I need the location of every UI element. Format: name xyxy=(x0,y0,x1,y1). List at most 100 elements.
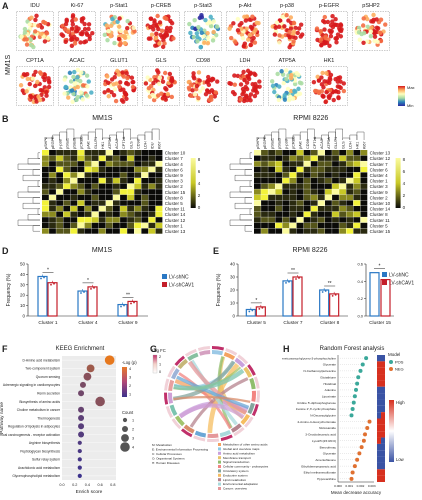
y-tick-label: 20 xyxy=(230,288,236,293)
row-dendrogram xyxy=(17,219,40,226)
heatmap-cell xyxy=(98,194,106,201)
heatmap-cell xyxy=(317,189,325,195)
heatmap-cell xyxy=(261,155,268,161)
heatmap-cell xyxy=(120,161,127,167)
heatmap-cell xyxy=(261,222,268,229)
heatmap-cell xyxy=(120,178,127,184)
heatmap-cell xyxy=(91,183,99,189)
heatmap-cell xyxy=(120,172,127,178)
chord-outer-arc xyxy=(171,368,180,380)
rf-point xyxy=(358,368,363,373)
heatmap-cell xyxy=(275,228,283,234)
heatmap-cell xyxy=(70,200,78,206)
tsne-canvas xyxy=(100,11,138,51)
heatmap-cell xyxy=(84,189,92,195)
chord-outer-arc xyxy=(207,433,219,438)
tsne-point xyxy=(29,15,34,20)
tsne-point xyxy=(22,26,28,32)
heatmap-cell xyxy=(84,200,92,206)
tsne-marker-label: GLUT1 xyxy=(110,58,128,64)
heatmap-cell xyxy=(63,155,71,161)
tsne-point xyxy=(296,26,302,31)
tsne-point xyxy=(155,93,161,98)
tsne-plot: IDU xyxy=(16,3,54,51)
random-forest-plot: Random Forest analysis 1-Heneicosanoyl-gl… xyxy=(282,346,405,495)
tsne-point xyxy=(314,26,320,31)
heatmap-cell xyxy=(254,178,261,184)
tsne-point xyxy=(165,92,171,97)
tsne-point xyxy=(162,15,167,21)
tsne-point xyxy=(277,84,282,89)
heatmap-cell xyxy=(296,211,304,217)
tsne-point xyxy=(322,14,328,20)
heatmap-cell xyxy=(254,155,261,161)
tsne-point xyxy=(315,37,320,43)
heatmap-column-label: p-p38 xyxy=(284,139,288,149)
tsne-point xyxy=(85,84,90,89)
heatmap-cell xyxy=(254,228,261,234)
heatmap-cell xyxy=(113,155,120,161)
chord-logfc-arc xyxy=(174,355,186,366)
heatmap-cell xyxy=(261,200,268,206)
data-point xyxy=(334,294,337,296)
tsne-point xyxy=(280,14,285,20)
heatmap-cell xyxy=(148,161,156,167)
tsne-point xyxy=(275,71,280,77)
heatmap-cell xyxy=(360,217,368,223)
row-dendrogram xyxy=(27,186,40,193)
tsne-point xyxy=(237,22,242,28)
tsne-point xyxy=(378,30,383,36)
heatmap-cell xyxy=(70,211,78,217)
heatmap-cell xyxy=(105,222,113,229)
heatmap-cell xyxy=(141,155,149,161)
bar xyxy=(47,282,58,317)
tsne-point xyxy=(23,72,28,78)
tsne-point xyxy=(154,31,159,36)
heatmap-cell xyxy=(332,211,339,217)
heatmap-cell xyxy=(310,189,318,195)
heatmap-column-label: pSHP2 xyxy=(256,137,260,149)
heatmap-cell xyxy=(268,178,275,184)
tsne-point xyxy=(86,79,91,84)
heatmap-cell xyxy=(289,155,297,161)
tsne-point xyxy=(79,70,84,75)
heatmap-cell xyxy=(289,189,297,195)
heatmap-cell xyxy=(42,172,49,178)
heatmap-cell xyxy=(268,200,275,206)
heatmap-cell xyxy=(63,150,71,156)
significance-mark: * xyxy=(47,267,49,273)
bar xyxy=(117,303,128,317)
tsne-point xyxy=(82,26,88,32)
heatmap-cell xyxy=(155,217,163,223)
tsne-point xyxy=(24,42,30,47)
tsne-point xyxy=(163,86,168,91)
data-point xyxy=(123,304,125,307)
tsne-point xyxy=(202,40,207,45)
rf-heat-cell xyxy=(377,412,381,419)
heatmap-cell xyxy=(127,228,134,234)
tsne-marker-label: p-Stat1 xyxy=(110,3,128,9)
heatmap-cell xyxy=(339,189,346,195)
tsne-point xyxy=(241,96,247,102)
heatmap-scale-tick: 8 xyxy=(198,157,201,162)
rf-point xyxy=(365,426,370,431)
heatmap-cell xyxy=(353,228,361,234)
tsne-point xyxy=(241,44,247,49)
tsne-point xyxy=(63,84,69,90)
heatmap-cell xyxy=(63,178,71,184)
data-point xyxy=(90,287,92,290)
tsne-point xyxy=(38,31,44,37)
heatmap-cell xyxy=(325,189,332,195)
heatmap-cell xyxy=(113,161,120,167)
bar-chart-mm1s: MM1S 0 10 20 30 40 50 Frequency (%) * Cluster 1 * C… xyxy=(6,247,194,326)
logfc-legend-tick: 2 xyxy=(159,355,161,359)
logfc-legend-title: Log FC xyxy=(152,348,166,353)
tsne-point xyxy=(162,70,168,76)
tsne-point xyxy=(123,29,128,35)
chord-pathway-swatch xyxy=(218,456,221,460)
heatmap-cell xyxy=(360,200,368,206)
tsne-point xyxy=(197,89,203,94)
chord-logfc-arc xyxy=(220,434,233,442)
tsne-point xyxy=(248,42,253,48)
heatmap-cell xyxy=(303,206,311,212)
